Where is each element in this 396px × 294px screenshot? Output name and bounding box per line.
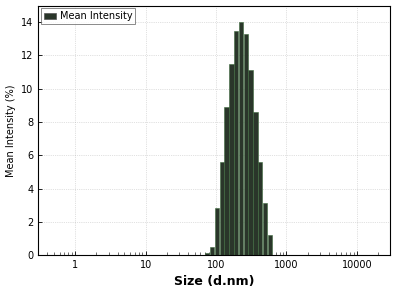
Bar (234, 31, 238, 255)
Bar (244, 34, 248, 255)
Bar (268, 235, 272, 255)
Bar (219, 162, 224, 255)
Bar (239, 22, 243, 255)
Bar (253, 112, 258, 255)
Bar (210, 247, 214, 255)
Bar (224, 107, 228, 255)
Bar (258, 162, 263, 255)
Bar (229, 64, 234, 255)
Y-axis label: Mean Intensity (%): Mean Intensity (%) (6, 84, 15, 176)
X-axis label: Size (d.nm): Size (d.nm) (174, 275, 255, 288)
Bar (248, 71, 253, 255)
Bar (205, 253, 209, 255)
Bar (263, 203, 267, 255)
Bar (215, 208, 219, 255)
Legend: Mean Intensity: Mean Intensity (41, 9, 135, 24)
